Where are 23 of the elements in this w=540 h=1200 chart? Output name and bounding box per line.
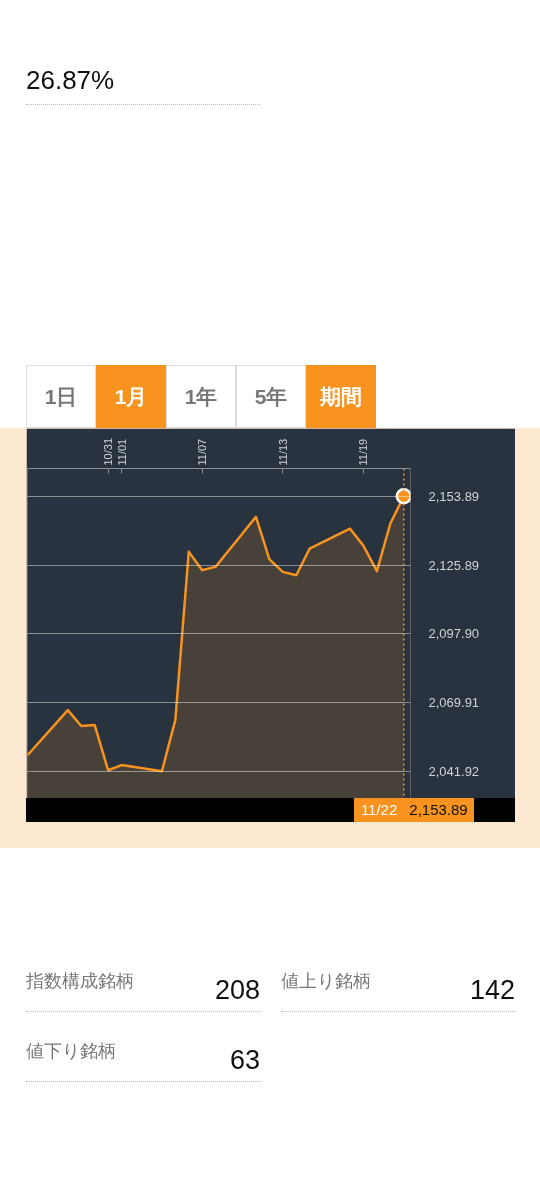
y-tick-label: 2,069.91 bbox=[428, 694, 480, 710]
text: 208 bbox=[214, 974, 260, 1007]
x-tick-label: 11/13 bbox=[276, 438, 289, 466]
text: 1年 bbox=[166, 365, 236, 428]
text: 142 bbox=[469, 974, 515, 1007]
y-tick-label: 2,041.92 bbox=[428, 763, 480, 779]
text: 期間 bbox=[306, 365, 376, 428]
text: 1日 bbox=[26, 365, 96, 428]
x-tick-label: 11/07 bbox=[196, 438, 209, 466]
text: 5年 bbox=[236, 365, 306, 428]
y-tick-label: 2,125.89 bbox=[428, 557, 480, 573]
y-tick-label: 2,153.89 bbox=[428, 488, 480, 504]
x-tick-label: 11/19 bbox=[357, 438, 370, 466]
text: 63 bbox=[229, 1044, 260, 1077]
x-tick-label: 10/31 bbox=[102, 437, 115, 466]
text: 26.87% bbox=[26, 64, 115, 97]
ref-line-label: 11/22 bbox=[353, 798, 404, 822]
x-tick-label: 11/01 bbox=[115, 438, 128, 466]
text: 1月 bbox=[96, 365, 166, 428]
text: 値上り銘柄 bbox=[281, 970, 371, 993]
text: 値下り銘柄 bbox=[26, 1040, 116, 1063]
y-tick-label: 2,097.90 bbox=[428, 626, 480, 642]
text: 指数構成銘柄 bbox=[26, 970, 134, 993]
